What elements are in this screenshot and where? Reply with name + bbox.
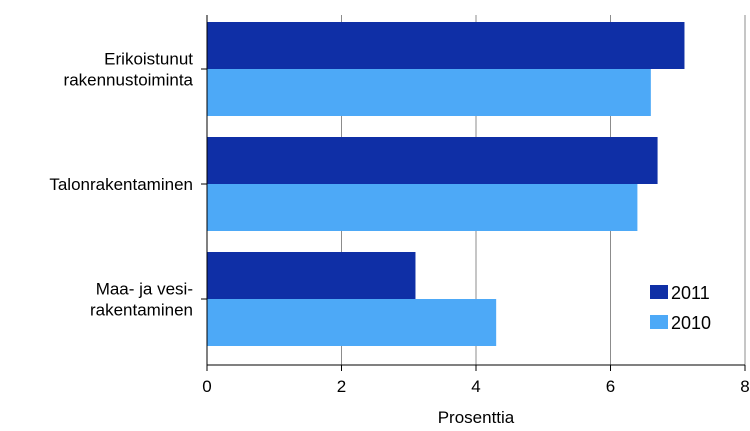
legend-swatch-2011: [650, 285, 668, 299]
bar-2011-2: [207, 252, 416, 299]
category-label-0-0: Erikoistunut: [104, 50, 193, 69]
bar-2010-2: [207, 299, 497, 346]
x-tick-label-2: 4: [471, 377, 480, 396]
x-tick-label-3: 6: [606, 377, 615, 396]
legend-label-2011: 2011: [671, 283, 710, 303]
category-label-2-0: Maa- ja vesi-: [96, 280, 193, 299]
bar-2010-1: [207, 184, 638, 231]
x-tick-label-0: 0: [202, 377, 211, 396]
category-label-0-1: rakennustoiminta: [64, 71, 194, 90]
category-label-1-0: Talonrakentaminen: [49, 175, 193, 194]
bar-2011-1: [207, 137, 658, 184]
legend-label-2010: 2010: [671, 313, 711, 333]
bar-2010-0: [207, 69, 651, 116]
legend-swatch-2010: [650, 315, 668, 329]
x-tick-label-4: 8: [740, 377, 749, 396]
x-axis-label: Prosenttia: [438, 408, 515, 426]
x-tick-label-1: 2: [337, 377, 346, 396]
bar-2011-0: [207, 22, 685, 69]
category-label-2-1: rakentaminen: [90, 301, 193, 320]
